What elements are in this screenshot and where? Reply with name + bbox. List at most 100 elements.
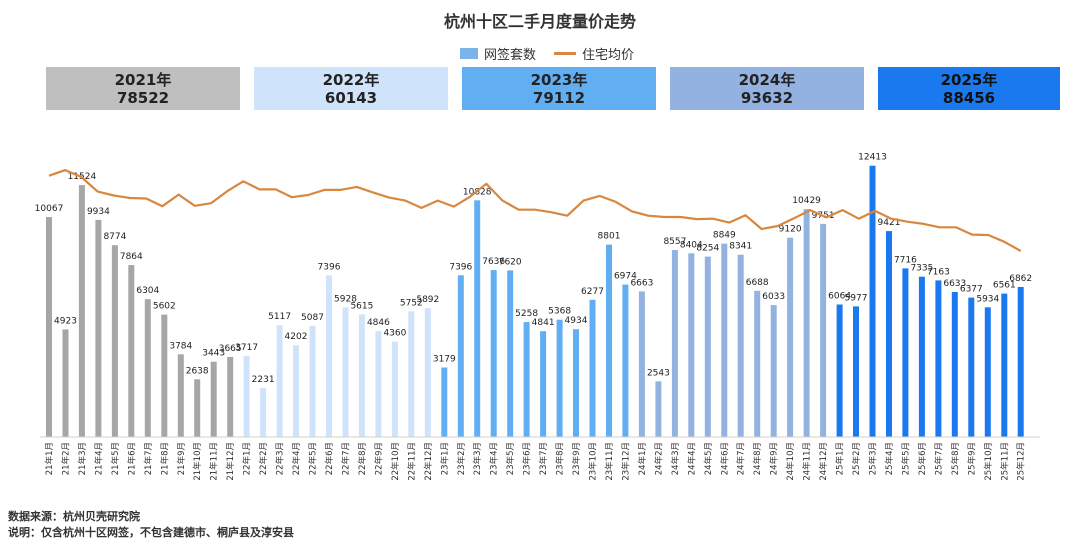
bar xyxy=(243,355,250,437)
x-tick-label: 22年9月 xyxy=(373,442,384,475)
x-tick-label: 22年8月 xyxy=(357,442,368,475)
bar xyxy=(507,270,514,437)
bar xyxy=(144,299,151,437)
bar-value-label: 5892 xyxy=(416,295,439,305)
x-tick-label: 23年7月 xyxy=(538,442,549,475)
year-total: 79112 xyxy=(532,88,586,107)
x-tick-label: 23年8月 xyxy=(555,442,566,475)
x-tick-label: 23年12月 xyxy=(620,442,631,481)
bar-value-label: 5258 xyxy=(515,309,538,319)
x-tick-label: 21年10月 xyxy=(192,442,203,481)
bar-value-label: 8557 xyxy=(663,237,686,247)
x-tick-label: 25年2月 xyxy=(851,442,862,475)
x-tick-label: 22年4月 xyxy=(291,442,302,475)
x-tick-label: 25年7月 xyxy=(933,442,944,475)
bar xyxy=(671,250,678,437)
year-label: 2025年 xyxy=(940,70,998,89)
bar xyxy=(260,388,267,437)
bar-value-label: 7636 xyxy=(482,257,505,267)
x-tick-label: 23年11月 xyxy=(604,442,615,481)
bar-value-label: 5602 xyxy=(153,302,176,312)
bar-value-label: 7864 xyxy=(120,252,143,262)
x-tick-label: 25年10月 xyxy=(983,442,994,481)
bar-value-label: 6033 xyxy=(762,292,785,302)
year-box-2023: 2023年 79112 xyxy=(462,67,656,110)
legend-item-bars: 网签套数 xyxy=(460,44,536,63)
x-tick-label: 24年1月 xyxy=(637,442,648,475)
bar xyxy=(754,290,761,437)
x-tick-label: 24年5月 xyxy=(703,442,714,475)
bar-value-label: 5928 xyxy=(334,294,357,304)
bar xyxy=(111,245,118,437)
bar xyxy=(638,291,645,437)
x-tick-label: 25年9月 xyxy=(966,442,977,475)
bar-value-label: 5368 xyxy=(548,307,571,317)
source-note: 数据来源：杭州贝壳研究院 xyxy=(8,510,140,523)
x-tick-label: 24年2月 xyxy=(653,442,664,475)
bar xyxy=(820,223,827,437)
bar-value-label: 6633 xyxy=(943,279,966,289)
bar-value-label: 9421 xyxy=(878,218,901,228)
x-tick-label: 22年12月 xyxy=(423,442,434,481)
description-note: 说明：仅含杭州十区网签，不包含建德市、桐庐县及淳安县 xyxy=(8,526,294,539)
x-tick-label: 25年3月 xyxy=(868,442,879,475)
year-box-2025: 2025年 88456 xyxy=(878,67,1060,110)
bar xyxy=(1017,287,1024,437)
bar-value-label: 3443 xyxy=(202,349,225,359)
bar xyxy=(787,237,794,437)
bar-value-label: 9120 xyxy=(779,225,802,235)
x-tick-label: 25年6月 xyxy=(917,442,928,475)
bar xyxy=(688,253,695,437)
year-total: 93632 xyxy=(740,88,794,107)
price-line xyxy=(48,169,1022,252)
bar xyxy=(918,276,925,437)
x-tick-label: 21年11月 xyxy=(209,442,220,481)
bar xyxy=(836,304,843,437)
bar-value-label: 5087 xyxy=(301,313,324,323)
bar xyxy=(95,219,102,437)
bar-value-label: 8404 xyxy=(680,240,703,250)
bar-value-label: 2638 xyxy=(186,366,209,376)
x-tick-label: 23年6月 xyxy=(522,442,533,475)
bar xyxy=(655,381,662,437)
x-tick-label: 22年5月 xyxy=(308,442,319,475)
bar xyxy=(1001,293,1008,437)
x-tick-label: 23年9月 xyxy=(571,442,582,475)
x-tick-label: 24年10月 xyxy=(785,442,796,481)
bar-value-label: 2231 xyxy=(252,375,275,385)
bar-value-label: 6663 xyxy=(630,278,653,288)
bar xyxy=(984,307,991,437)
bar xyxy=(391,341,398,437)
x-tick-label: 21年3月 xyxy=(77,442,88,475)
bar-value-label: 9934 xyxy=(87,207,110,217)
bar-value-label: 10067 xyxy=(35,204,64,214)
bar xyxy=(375,331,382,437)
legend-swatch-line xyxy=(554,52,577,55)
x-tick-label: 23年1月 xyxy=(439,442,450,475)
x-tick-label: 25年4月 xyxy=(884,442,895,475)
bar xyxy=(737,254,744,437)
bar xyxy=(573,329,579,437)
bar xyxy=(210,361,217,437)
bar-value-label: 6377 xyxy=(960,285,983,295)
bar xyxy=(968,297,975,437)
bar xyxy=(128,265,135,437)
bar xyxy=(622,284,629,437)
bar-value-label: 6688 xyxy=(746,278,769,288)
bar-value-label: 4923 xyxy=(54,316,77,326)
x-tick-label: 25年12月 xyxy=(1016,442,1027,481)
x-tick-label: 22年10月 xyxy=(390,442,401,481)
x-tick-label: 21年5月 xyxy=(110,442,121,475)
bar-value-label: 4202 xyxy=(285,332,308,342)
bar-value-label: 4360 xyxy=(383,329,406,339)
x-tick-label: 25年1月 xyxy=(835,442,846,475)
x-tick-label: 23年5月 xyxy=(505,442,516,475)
x-tick-label: 22年7月 xyxy=(341,442,352,475)
x-tick-label: 21年1月 xyxy=(44,442,55,475)
bar xyxy=(474,200,481,437)
bar xyxy=(589,299,596,437)
bar-value-label: 3179 xyxy=(433,355,456,365)
bar-value-label: 8849 xyxy=(713,231,736,241)
bar xyxy=(951,292,958,437)
